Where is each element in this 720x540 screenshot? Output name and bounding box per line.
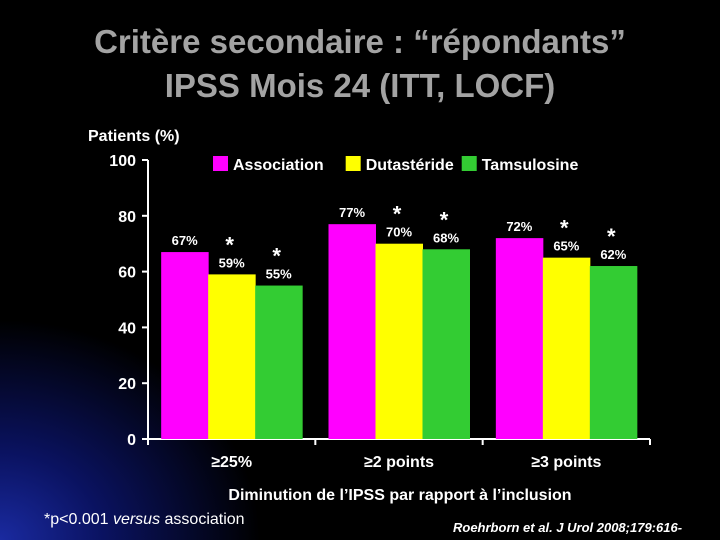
data-label: 62% — [600, 247, 626, 262]
legend-swatch-tamsulosine — [461, 156, 477, 171]
bar-association — [328, 224, 376, 439]
legend-swatch-association — [213, 156, 228, 171]
data-label: 59% — [219, 255, 245, 270]
bar-tamsulosine — [255, 285, 303, 439]
x-tick-label: ≥2 points — [364, 454, 434, 471]
title-line-1: Critère secondaire : “répondants” — [94, 23, 626, 60]
legend-label: Tamsulosine — [482, 157, 579, 174]
x-tick-label: ≥25% — [211, 454, 252, 471]
significance-marker: * — [225, 232, 234, 257]
footnote-prefix: *p<0.001 — [44, 511, 113, 528]
footnote-italic: versus — [112, 511, 161, 528]
data-label: 72% — [506, 219, 532, 234]
bar-dutastéride — [375, 243, 423, 439]
footnote-suffix: association — [160, 511, 245, 528]
data-label: 68% — [433, 230, 459, 245]
reference: Roehrborn et al. J Urol 2008;179:616- — [453, 520, 683, 535]
significance-marker: * — [440, 207, 449, 232]
data-label: 65% — [553, 239, 579, 254]
y-axis-label: Patients (%) — [88, 128, 180, 145]
legend-swatch-dutastéride — [345, 156, 361, 171]
y-tick-label: 80 — [118, 209, 136, 226]
bar-association — [161, 252, 209, 439]
significance-marker: * — [393, 202, 402, 227]
bar-tamsulosine — [589, 266, 638, 439]
data-label: 77% — [339, 205, 365, 220]
footnote: *p<0.001 versus association — [44, 511, 245, 529]
y-tick-label: 100 — [109, 153, 136, 170]
data-label: 55% — [266, 267, 292, 282]
significance-marker: * — [607, 224, 616, 249]
data-label: 70% — [386, 225, 412, 240]
bar-dutastéride — [208, 274, 256, 439]
bar-tamsulosine — [422, 249, 470, 439]
legend-label: Association — [233, 157, 324, 174]
y-tick-label: 20 — [118, 376, 136, 393]
significance-marker: * — [560, 216, 569, 241]
significance-marker: * — [272, 244, 281, 269]
title-line-2: IPSS Mois 24 (ITT, LOCF) — [164, 67, 556, 104]
x-tick-label: ≥3 points — [531, 454, 601, 471]
y-tick-label: 40 — [118, 320, 136, 337]
x-axis-label: Diminution de l’IPSS par rapport à l’inc… — [228, 487, 571, 504]
data-label: 67% — [172, 233, 198, 248]
legend-label: Dutastéride — [366, 157, 454, 174]
bar-dutastéride — [542, 257, 591, 439]
y-tick-label: 0 — [127, 432, 136, 449]
y-tick-label: 60 — [118, 265, 136, 282]
bar-association — [495, 238, 544, 439]
